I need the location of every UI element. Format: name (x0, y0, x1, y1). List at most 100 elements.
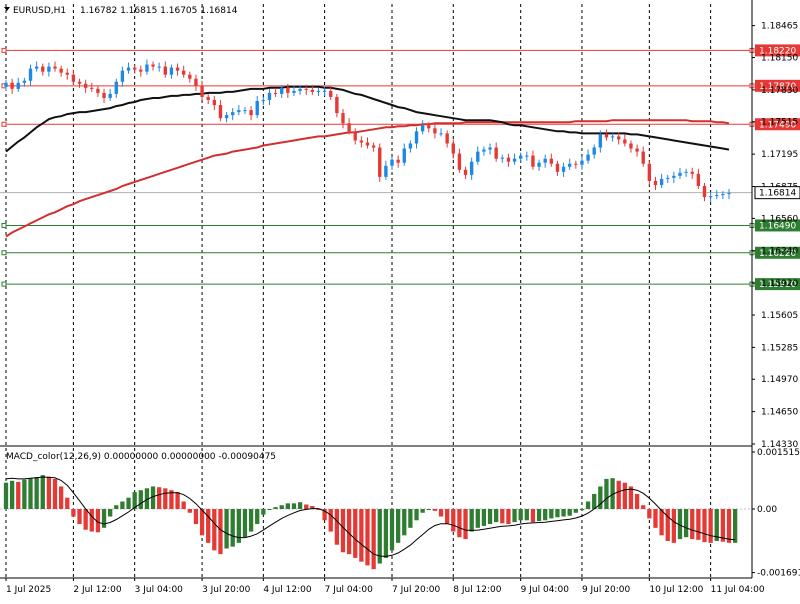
candle[interactable] (384, 160, 388, 180)
candle[interactable] (610, 133, 615, 142)
candle[interactable] (169, 64, 174, 79)
candle[interactable] (629, 140, 633, 153)
candle[interactable] (28, 64, 33, 86)
candle[interactable] (341, 109, 345, 129)
candle[interactable] (175, 63, 180, 76)
candle[interactable] (390, 156, 394, 170)
candle[interactable] (34, 61, 39, 72)
candle[interactable] (647, 160, 652, 185)
candle[interactable] (4, 79, 8, 91)
candle[interactable] (249, 106, 253, 121)
candle[interactable] (659, 173, 664, 189)
candle[interactable] (445, 130, 449, 148)
candle[interactable] (200, 80, 204, 100)
collapse-triangle-icon[interactable] (4, 7, 10, 11)
fast-moving-average-line[interactable] (5, 85, 730, 153)
candle[interactable] (347, 118, 351, 135)
candle[interactable] (237, 105, 241, 116)
candle[interactable] (365, 137, 370, 149)
candle[interactable] (280, 84, 284, 98)
candle[interactable] (488, 143, 492, 155)
candle[interactable] (598, 130, 603, 153)
candle[interactable] (427, 122, 431, 133)
candle[interactable] (22, 77, 27, 87)
candle[interactable] (672, 171, 676, 183)
candle[interactable] (218, 99, 223, 122)
candle[interactable] (157, 62, 161, 72)
candle[interactable] (335, 93, 339, 118)
candle[interactable] (114, 78, 118, 98)
candle[interactable] (555, 160, 560, 176)
candle[interactable] (574, 160, 578, 169)
candle[interactable] (617, 132, 621, 145)
candle[interactable] (396, 155, 400, 168)
candle[interactable] (512, 153, 517, 165)
candle[interactable] (47, 62, 51, 77)
candle[interactable] (543, 154, 547, 168)
candle[interactable] (10, 78, 14, 94)
candle[interactable] (126, 62, 131, 74)
candle[interactable] (653, 176, 658, 191)
candle[interactable] (41, 63, 45, 76)
candle[interactable] (182, 65, 186, 78)
candle[interactable] (463, 166, 468, 179)
candle[interactable] (316, 87, 321, 96)
candle[interactable] (163, 61, 167, 78)
candle[interactable] (359, 136, 364, 148)
candles[interactable] (4, 59, 731, 203)
candle[interactable] (623, 134, 627, 147)
resistance-level-handle[interactable] (1, 47, 7, 53)
candle[interactable] (702, 182, 707, 202)
candle[interactable] (65, 68, 69, 80)
candle[interactable] (641, 146, 645, 167)
candle[interactable] (457, 148, 462, 173)
support-level-handle[interactable] (1, 222, 7, 228)
candle[interactable] (408, 140, 413, 153)
candle[interactable] (482, 146, 486, 156)
candle[interactable] (255, 95, 259, 119)
candle[interactable] (678, 167, 682, 179)
resistance-level-handle[interactable] (1, 121, 7, 127)
candle[interactable] (715, 190, 719, 200)
candle[interactable] (267, 88, 272, 106)
candle[interactable] (188, 71, 192, 83)
candle[interactable] (83, 79, 88, 93)
candle[interactable] (298, 85, 302, 95)
support-level-handle[interactable] (1, 281, 7, 287)
candle[interactable] (96, 85, 100, 97)
candle[interactable] (500, 154, 504, 163)
candle[interactable] (145, 59, 149, 75)
candle[interactable] (304, 84, 308, 95)
candle[interactable] (132, 64, 137, 74)
candle[interactable] (586, 149, 590, 164)
candle[interactable] (727, 189, 731, 200)
candle[interactable] (59, 65, 63, 77)
candle[interactable] (329, 85, 333, 100)
candle[interactable] (568, 158, 572, 170)
candle[interactable] (414, 127, 419, 149)
candle[interactable] (525, 151, 529, 161)
candle[interactable] (549, 153, 553, 167)
candle[interactable] (151, 61, 155, 71)
candle[interactable] (635, 144, 639, 157)
candle[interactable] (518, 152, 523, 163)
candle[interactable] (90, 82, 94, 92)
candle[interactable] (690, 167, 694, 179)
candle[interactable] (561, 162, 566, 177)
candle[interactable] (292, 85, 296, 96)
candle[interactable] (439, 128, 443, 137)
candle[interactable] (494, 142, 498, 162)
candle[interactable] (592, 144, 596, 159)
candle[interactable] (108, 88, 112, 101)
candle[interactable] (684, 168, 688, 177)
candle[interactable] (71, 69, 76, 85)
candle[interactable] (53, 61, 57, 72)
candle[interactable] (402, 143, 406, 166)
candle[interactable] (708, 192, 713, 203)
candle[interactable] (531, 150, 535, 170)
candle[interactable] (476, 146, 480, 165)
candle[interactable] (243, 107, 247, 115)
candle[interactable] (537, 159, 541, 171)
